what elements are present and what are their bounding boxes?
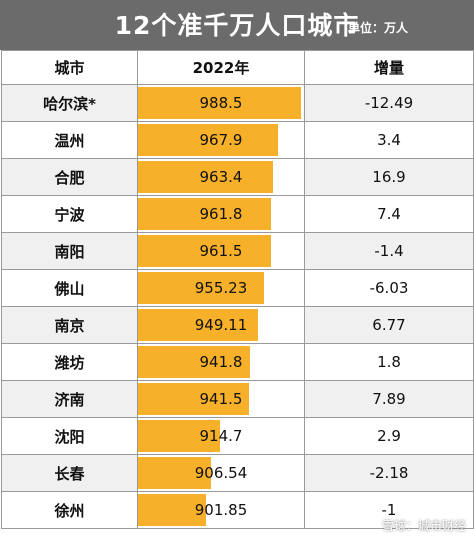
delta-cell: -1 bbox=[304, 491, 474, 529]
city-cell: 长春 bbox=[1, 454, 138, 492]
value-cell: 941.8 bbox=[137, 343, 305, 381]
value-bar bbox=[138, 272, 265, 304]
delta-cell: -12.49 bbox=[304, 84, 474, 122]
value-cell: 901.85 bbox=[137, 491, 305, 529]
city-cell: 济南 bbox=[1, 380, 138, 418]
title-bar: 12个准千万人口城市 单位：万人 bbox=[0, 0, 474, 50]
value-cell: 988.5 bbox=[137, 84, 305, 122]
city-cell: 潍坊 bbox=[1, 343, 138, 381]
value-bar bbox=[138, 420, 220, 452]
value-bar bbox=[138, 457, 211, 489]
delta-cell: 2.9 bbox=[304, 417, 474, 455]
table-row: 沈阳 914.7 2.9 bbox=[1, 417, 474, 455]
delta-cell: 7.89 bbox=[304, 380, 474, 418]
table-row: 南京 949.11 6.77 bbox=[1, 306, 474, 344]
column-header-city: 城市 bbox=[1, 50, 138, 85]
value-text: 961.8 bbox=[199, 205, 243, 223]
delta-cell: -2.18 bbox=[304, 454, 474, 492]
table-row: 温州 967.9 3.4 bbox=[1, 121, 474, 159]
city-cell: 哈尔滨* bbox=[1, 84, 138, 122]
unit-label: 单位：万人 bbox=[347, 21, 408, 35]
table-row: 合肥 963.4 16.9 bbox=[1, 158, 474, 196]
column-header-delta: 增量 bbox=[304, 50, 474, 85]
header-row: 城市 2022年 增量 bbox=[1, 50, 474, 85]
value-cell: 961.8 bbox=[137, 195, 305, 233]
value-bar bbox=[138, 346, 250, 378]
value-cell: 914.7 bbox=[137, 417, 305, 455]
value-text: 914.7 bbox=[199, 427, 243, 445]
city-cell: 合肥 bbox=[1, 158, 138, 196]
value-bar bbox=[138, 161, 274, 193]
value-text: 901.85 bbox=[194, 501, 248, 519]
table-row: 济南 941.5 7.89 bbox=[1, 380, 474, 418]
value-bar bbox=[138, 87, 301, 119]
value-bar bbox=[138, 235, 272, 267]
delta-cell: -1.4 bbox=[304, 232, 474, 270]
page-title: 12个准千万人口城市 bbox=[114, 11, 360, 40]
value-cell: 963.4 bbox=[137, 158, 305, 196]
table-row: 哈尔滨* 988.5 -12.49 bbox=[1, 84, 474, 122]
table-body: 哈尔滨* 988.5 -12.49 温州 967.9 3.4 合肥 963.4 16.9 宁波 96… bbox=[1, 84, 474, 529]
delta-cell: 7.4 bbox=[304, 195, 474, 233]
value-bar bbox=[138, 494, 206, 526]
city-cell: 宁波 bbox=[1, 195, 138, 233]
value-text: 961.5 bbox=[199, 242, 243, 260]
table-row: 徐州 901.85 -1 bbox=[1, 491, 474, 529]
value-text: 941.8 bbox=[199, 353, 243, 371]
value-cell: 961.5 bbox=[137, 232, 305, 270]
value-text: 967.9 bbox=[199, 131, 243, 149]
table-row: 潍坊 941.8 1.8 bbox=[1, 343, 474, 381]
value-cell: 941.5 bbox=[137, 380, 305, 418]
city-cell: 沈阳 bbox=[1, 417, 138, 455]
value-text: 963.4 bbox=[199, 168, 243, 186]
value-bar bbox=[138, 383, 250, 415]
watermark: 雪球：城市财经 bbox=[381, 519, 466, 533]
value-bar bbox=[138, 309, 258, 341]
table-row: 宁波 961.8 7.4 bbox=[1, 195, 474, 233]
delta-cell: 6.77 bbox=[304, 306, 474, 344]
value-text: 949.11 bbox=[194, 316, 248, 334]
city-cell: 徐州 bbox=[1, 491, 138, 529]
value-cell: 906.54 bbox=[137, 454, 305, 492]
value-bar bbox=[138, 198, 272, 230]
value-bar bbox=[138, 124, 279, 156]
delta-cell: 3.4 bbox=[304, 121, 474, 159]
value-text: 955.23 bbox=[194, 279, 248, 297]
city-cell: 南阳 bbox=[1, 232, 138, 270]
table-row: 佛山 955.23 -6.03 bbox=[1, 269, 474, 307]
delta-cell: 16.9 bbox=[304, 158, 474, 196]
table-row: 长春 906.54 -2.18 bbox=[1, 454, 474, 492]
table-row: 南阳 961.5 -1.4 bbox=[1, 232, 474, 270]
population-table: 城市 2022年 增量 哈尔滨* 988.5 -12.49 温州 967.9 3.4 合肥 9… bbox=[1, 50, 474, 529]
value-text: 988.5 bbox=[199, 94, 243, 112]
city-cell: 南京 bbox=[1, 306, 138, 344]
delta-cell: -6.03 bbox=[304, 269, 474, 307]
city-cell: 温州 bbox=[1, 121, 138, 159]
delta-cell: 1.8 bbox=[304, 343, 474, 381]
value-text: 906.54 bbox=[194, 464, 248, 482]
value-text: 941.5 bbox=[199, 390, 243, 408]
column-header-year: 2022年 bbox=[137, 50, 305, 85]
value-cell: 949.11 bbox=[137, 306, 305, 344]
value-cell: 967.9 bbox=[137, 121, 305, 159]
value-cell: 955.23 bbox=[137, 269, 305, 307]
city-cell: 佛山 bbox=[1, 269, 138, 307]
